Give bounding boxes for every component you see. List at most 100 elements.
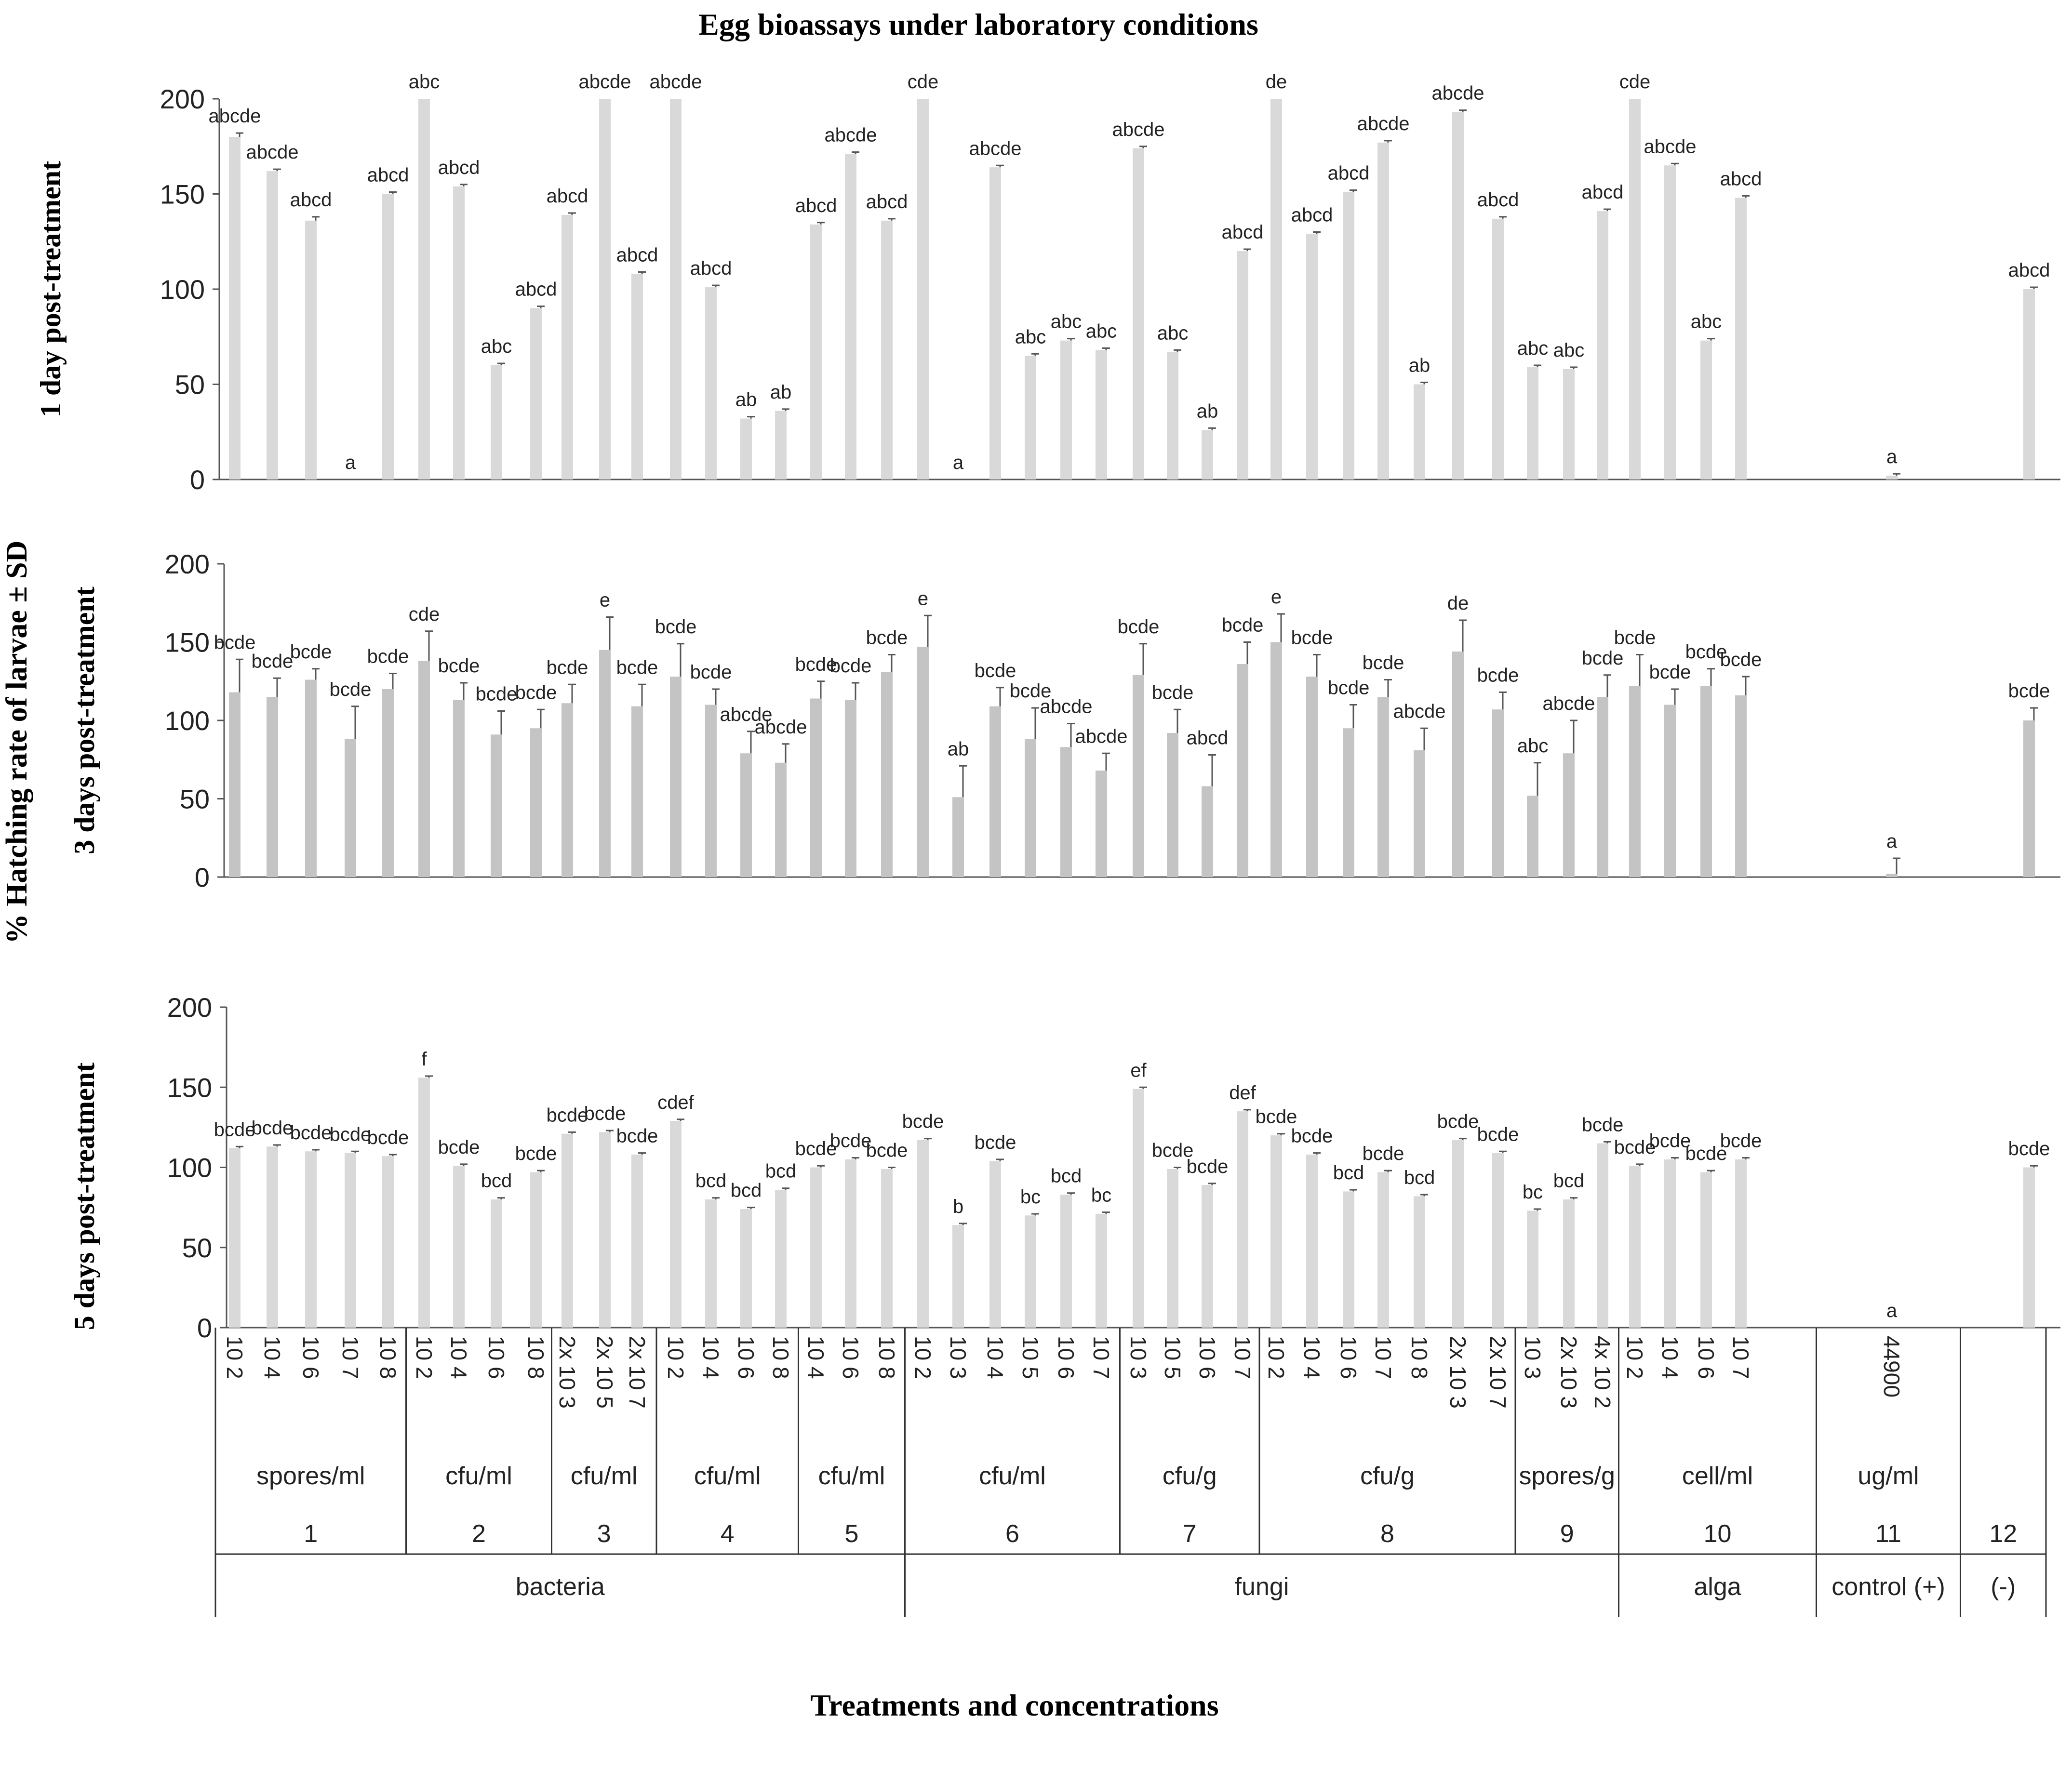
bar: [917, 99, 929, 479]
significance-label: abcd: [866, 191, 908, 213]
bar: [1096, 771, 1107, 877]
significance-label: abcd: [1291, 205, 1333, 226]
bar: [1492, 218, 1504, 480]
bar: [810, 1167, 822, 1328]
treatment-number: 5: [845, 1520, 859, 1548]
significance-label: ab: [770, 382, 792, 403]
significance-label: bcde: [1582, 1114, 1624, 1135]
significance-label: abcde: [246, 142, 299, 163]
significance-label: bcde: [330, 679, 372, 700]
bar: [530, 1172, 542, 1328]
significance-label: bcd: [1333, 1162, 1364, 1184]
bar: [1664, 165, 1676, 479]
unit-label: cfu/g: [1163, 1462, 1217, 1490]
significance-label: bc: [1020, 1186, 1041, 1208]
bar: [1025, 739, 1036, 877]
significance-label: bcde: [584, 1103, 626, 1124]
bar: [1597, 1143, 1608, 1328]
y-axis-label: % Hatching rate of larvae ± SD: [0, 541, 33, 944]
bar: [1597, 211, 1608, 479]
bar: [2023, 1167, 2035, 1328]
treatment-number: 11: [1875, 1520, 1901, 1548]
significance-label: abc: [1517, 735, 1549, 757]
bar: [1060, 747, 1072, 877]
significance-label: bcde: [655, 616, 697, 638]
bar: [881, 1169, 893, 1328]
significance-label: abcde: [969, 138, 1022, 159]
significance-label: bcde: [1649, 1131, 1691, 1152]
bar: [1060, 340, 1072, 479]
bar: [561, 214, 573, 479]
significance-label: bcde: [1649, 662, 1691, 683]
significance-label: bcde: [975, 660, 1016, 681]
bar: [491, 1199, 502, 1328]
unit-label: spores/g: [1519, 1462, 1615, 1490]
significance-label: bcde: [795, 1138, 837, 1159]
bar: [1343, 1191, 1354, 1328]
bar: [1270, 1135, 1282, 1328]
significance-label: a: [1886, 446, 1898, 467]
panel-label: 1 day post-treatment: [35, 161, 67, 417]
significance-label: bcde: [866, 1140, 908, 1161]
bar: [1664, 1159, 1676, 1328]
bar: [382, 1156, 394, 1328]
panel-label: 5 days post-treatment: [68, 1063, 100, 1331]
y-tick-label: 100: [167, 1153, 212, 1183]
bar: [1202, 430, 1213, 479]
category-label: 10 6: [484, 1336, 509, 1379]
unit-label: cfu/ml: [571, 1462, 638, 1490]
bar: [1527, 796, 1538, 877]
bar: [1133, 148, 1144, 479]
y-tick-label: 0: [197, 1313, 212, 1343]
significance-label: abc: [481, 336, 512, 357]
significance-label: abcd: [367, 165, 409, 186]
y-tick-label: 150: [167, 1072, 212, 1103]
bar: [1202, 1185, 1213, 1328]
y-tick-label: 100: [165, 705, 210, 736]
bar: [1700, 1172, 1712, 1328]
bar: [1377, 142, 1389, 480]
bar: [775, 762, 787, 877]
significance-label: abcde: [825, 125, 877, 146]
significance-label: bcde: [515, 682, 557, 703]
bar: [305, 220, 317, 479]
significance-label: ab: [948, 738, 969, 759]
bar: [1414, 750, 1425, 877]
bar: [453, 1166, 465, 1328]
treatment-number: 3: [597, 1520, 611, 1548]
significance-label: a: [345, 452, 356, 473]
unit-label: cfu/ml: [979, 1462, 1046, 1490]
unit-label: cfu/ml: [818, 1462, 885, 1490]
bar: [1377, 697, 1389, 877]
significance-label: ab: [1409, 355, 1430, 376]
y-tick-label: 100: [160, 274, 205, 305]
bar: [881, 672, 893, 877]
category-label: 10 3: [1126, 1336, 1151, 1379]
bar: [705, 287, 717, 479]
y-tick-label: 200: [160, 84, 205, 114]
significance-label: abcd: [438, 157, 480, 178]
category-label: 10 2: [412, 1336, 437, 1379]
bar: [1306, 1154, 1318, 1328]
significance-label: bcde: [1256, 1106, 1297, 1128]
bar: [670, 99, 682, 479]
significance-label: bcde: [476, 684, 518, 705]
bar: [631, 1154, 643, 1328]
significance-label: bcde: [1118, 616, 1160, 638]
significance-label: abcd: [690, 258, 732, 279]
bar: [705, 705, 717, 877]
significance-label: bcde: [214, 1119, 256, 1140]
significance-label: bcde: [1685, 641, 1727, 663]
bar: [917, 647, 929, 877]
significance-label: bcde: [616, 1126, 658, 1147]
bar: [1597, 697, 1608, 877]
y-tick-label: 50: [180, 784, 210, 814]
bar: [989, 167, 1001, 479]
category-label: 10 4: [983, 1336, 1008, 1379]
significance-label: abcd: [2008, 260, 2050, 281]
bar: [631, 706, 643, 877]
group-label: bacteria: [516, 1573, 605, 1601]
bar: [1414, 1196, 1425, 1328]
significance-label: abc: [409, 71, 440, 93]
bar: [418, 99, 430, 479]
